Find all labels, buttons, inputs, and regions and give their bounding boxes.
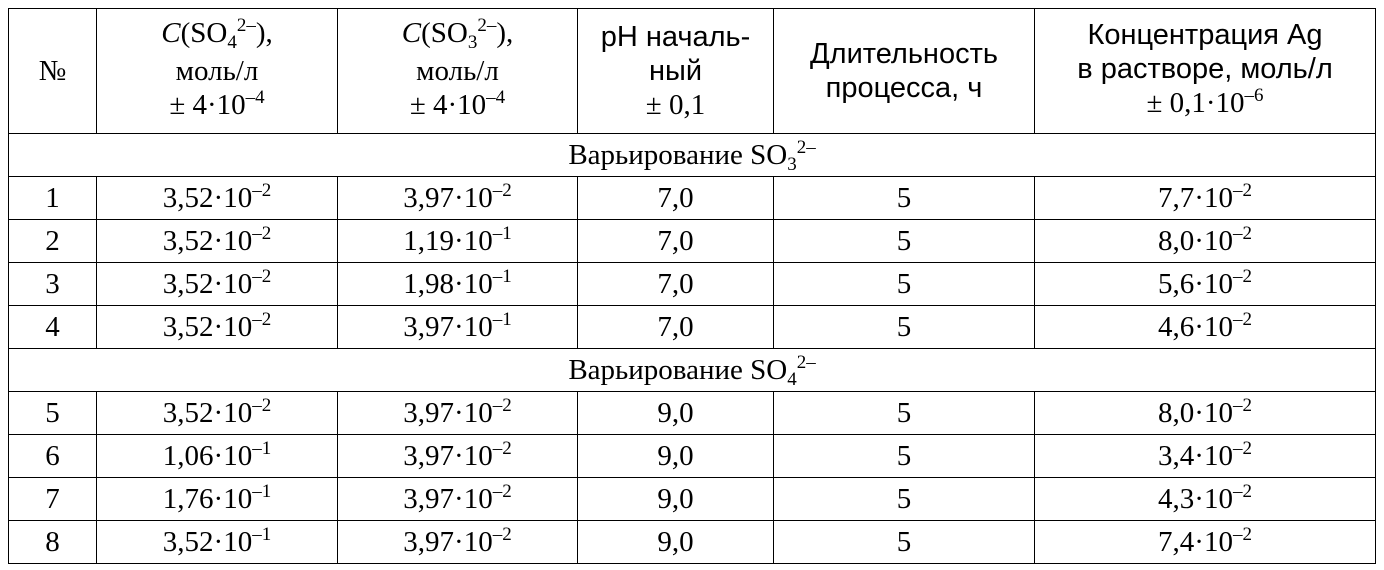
header-duration: Длительность процесса, ч xyxy=(773,8,1035,134)
cell-c-so4: 3,52·10–1 xyxy=(96,520,338,564)
table-row: 8 3,52·10–1 3,97·10–2 9,0 5 7,4·10–2 xyxy=(8,520,1376,564)
cell-c-so3: 3,97·10–2 xyxy=(337,477,578,521)
cell-duration: 5 xyxy=(773,219,1035,263)
group-row: Варьирование SO32– xyxy=(8,133,1376,177)
header-number: № xyxy=(8,8,97,134)
table-body: Варьирование SO32– 1 3,52·10–2 3,97·10–2 7,0… xyxy=(8,133,1376,564)
table-row: 6 1,06·10–1 3,97·10–2 9,0 5 3,4·10–2 xyxy=(8,434,1376,478)
cell-c-so3: 3,97·10–1 xyxy=(337,305,578,349)
cell-c-so3: 3,97·10–2 xyxy=(337,391,578,435)
cell-duration: 5 xyxy=(773,305,1035,349)
cell-c-so4: 3,52·10–2 xyxy=(96,262,338,306)
cell-number: 3 xyxy=(8,262,97,306)
group-label: Варьирование SO32– xyxy=(8,133,1376,177)
cell-ag-concentration: 3,4·10–2 xyxy=(1034,434,1376,478)
cell-c-so3: 1,98·10–1 xyxy=(337,262,578,306)
cell-ag-concentration: 7,7·10–2 xyxy=(1034,176,1376,220)
table-header: № C(SO42–), моль/л ± 4·10–4 C(SO32–), мо… xyxy=(8,8,1376,134)
cell-ag-concentration: 8,0·10–2 xyxy=(1034,219,1376,263)
table-row: 1 3,52·10–2 3,97·10–2 7,0 5 7,7·10–2 xyxy=(8,176,1376,220)
cell-number: 1 xyxy=(8,176,97,220)
table-row: 7 1,76·10–1 3,97·10–2 9,0 5 4,3·10–2 xyxy=(8,477,1376,521)
cell-ph: 9,0 xyxy=(577,520,774,564)
cell-ph: 7,0 xyxy=(577,305,774,349)
cell-c-so3: 3,97·10–2 xyxy=(337,176,578,220)
cell-ag-concentration: 4,6·10–2 xyxy=(1034,305,1376,349)
cell-ag-concentration: 7,4·10–2 xyxy=(1034,520,1376,564)
cell-duration: 5 xyxy=(773,391,1035,435)
header-row: № C(SO42–), моль/л ± 4·10–4 C(SO32–), мо… xyxy=(8,8,1376,134)
cell-ph: 9,0 xyxy=(577,477,774,521)
data-table: № C(SO42–), моль/л ± 4·10–4 C(SO32–), мо… xyxy=(8,8,1376,564)
cell-ag-concentration: 8,0·10–2 xyxy=(1034,391,1376,435)
cell-c-so4: 3,52·10–2 xyxy=(96,219,338,263)
cell-c-so3: 3,97·10–2 xyxy=(337,520,578,564)
group-label: Варьирование SO42– xyxy=(8,348,1376,392)
cell-duration: 5 xyxy=(773,262,1035,306)
header-c-so4: C(SO42–), моль/л ± 4·10–4 xyxy=(96,8,338,134)
cell-c-so4: 1,06·10–1 xyxy=(96,434,338,478)
cell-number: 2 xyxy=(8,219,97,263)
cell-duration: 5 xyxy=(773,176,1035,220)
cell-number: 4 xyxy=(8,305,97,349)
cell-ag-concentration: 4,3·10–2 xyxy=(1034,477,1376,521)
cell-c-so4: 3,52·10–2 xyxy=(96,176,338,220)
cell-ag-concentration: 5,6·10–2 xyxy=(1034,262,1376,306)
cell-duration: 5 xyxy=(773,434,1035,478)
cell-number: 5 xyxy=(8,391,97,435)
cell-number: 8 xyxy=(8,520,97,564)
table-row: 5 3,52·10–2 3,97·10–2 9,0 5 8,0·10–2 xyxy=(8,391,1376,435)
group-row: Варьирование SO42– xyxy=(8,348,1376,392)
table-row: 2 3,52·10–2 1,19·10–1 7,0 5 8,0·10–2 xyxy=(8,219,1376,263)
cell-ph: 7,0 xyxy=(577,219,774,263)
cell-ph: 9,0 xyxy=(577,434,774,478)
cell-c-so4: 3,52·10–2 xyxy=(96,391,338,435)
cell-ph: 7,0 xyxy=(577,176,774,220)
table-row: 3 3,52·10–2 1,98·10–1 7,0 5 5,6·10–2 xyxy=(8,262,1376,306)
cell-number: 6 xyxy=(8,434,97,478)
cell-ph: 9,0 xyxy=(577,391,774,435)
header-ph: pH началь- ный ± 0,1 xyxy=(577,8,774,134)
cell-duration: 5 xyxy=(773,477,1035,521)
cell-c-so4: 3,52·10–2 xyxy=(96,305,338,349)
table-row: 4 3,52·10–2 3,97·10–1 7,0 5 4,6·10–2 xyxy=(8,305,1376,349)
cell-c-so3: 3,97·10–2 xyxy=(337,434,578,478)
cell-number: 7 xyxy=(8,477,97,521)
header-ag-concentration: Концентрация Ag в растворе, моль/л ± 0,1… xyxy=(1034,8,1376,134)
cell-c-so4: 1,76·10–1 xyxy=(96,477,338,521)
cell-duration: 5 xyxy=(773,520,1035,564)
cell-ph: 7,0 xyxy=(577,262,774,306)
header-c-so3: C(SO32–), моль/л ± 4·10–4 xyxy=(337,8,578,134)
cell-c-so3: 1,19·10–1 xyxy=(337,219,578,263)
